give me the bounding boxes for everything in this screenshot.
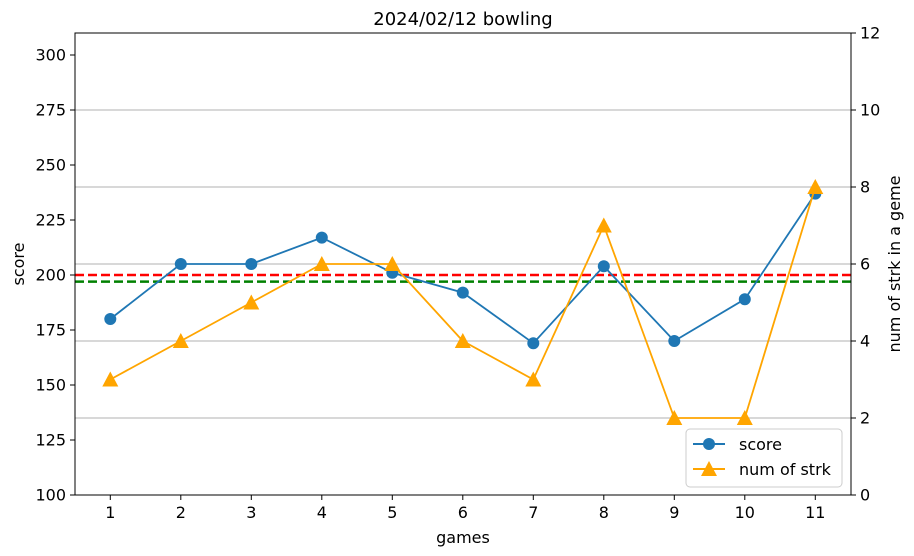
data-point-0	[245, 258, 258, 270]
data-point-1	[384, 256, 401, 271]
data-point-0	[104, 313, 117, 325]
y-tick-label: 275	[35, 101, 66, 120]
legend-score-marker	[703, 438, 715, 450]
y-axis-label: score	[9, 243, 28, 286]
x-axis-label: games	[436, 528, 490, 547]
data-point-1	[313, 256, 330, 271]
y-tick-label: 225	[35, 211, 66, 230]
data-point-1	[736, 410, 753, 425]
data-point-0	[597, 260, 610, 273]
data-point-1	[454, 333, 471, 348]
y2-tick-label: 10	[860, 101, 880, 120]
legend-score-label: score	[739, 435, 782, 454]
legend: score num of strk	[685, 428, 843, 488]
data-point-1	[595, 217, 612, 233]
x-tick-label: 6	[458, 503, 468, 522]
y2-tick-label: 12	[860, 24, 880, 43]
y-tick-label: 300	[35, 46, 66, 65]
data-point-1	[243, 294, 260, 310]
x-tick-label: 8	[599, 503, 609, 522]
data-point-1	[102, 371, 119, 387]
y-tick-label: 200	[35, 266, 66, 285]
chart-title: 2024/02/12 bowling	[373, 9, 552, 30]
y-tick-label: 100	[35, 486, 66, 505]
y-tick-label: 175	[35, 321, 66, 340]
x-tick-label: 9	[669, 503, 679, 522]
y2-tick-label: 2	[860, 409, 870, 428]
data-point-0	[527, 337, 540, 350]
y2-tick-label: 0	[860, 486, 870, 505]
x-tick-label: 10	[735, 503, 755, 522]
x-tick-label: 11	[805, 503, 825, 522]
x-tick-label: 2	[176, 503, 186, 522]
y2-axis-label: num of strk in a geme	[885, 176, 904, 353]
data-point-0	[738, 293, 751, 306]
x-tick-label: 3	[246, 503, 256, 522]
x-tick-label: 7	[528, 503, 538, 522]
legend-strk-label: num of strk	[739, 460, 832, 479]
x-tick-label: 4	[317, 503, 327, 522]
data-point-0	[315, 231, 328, 244]
y-tick-label: 250	[35, 156, 66, 175]
y-tick-label: 150	[35, 376, 66, 395]
data-point-1	[666, 410, 683, 425]
y2-tick-label: 6	[860, 255, 870, 274]
x-tick-label: 1	[105, 503, 115, 522]
x-tick-label: 5	[387, 503, 397, 522]
data-point-1	[172, 333, 189, 348]
data-point-1	[807, 179, 824, 194]
y2-tick-label: 8	[860, 178, 870, 197]
series-layer	[102, 179, 824, 425]
data-point-0	[174, 258, 187, 270]
y-tick-label: 125	[35, 431, 66, 450]
data-point-0	[668, 335, 681, 347]
y2-tick-label: 4	[860, 332, 870, 351]
data-point-1	[525, 371, 542, 387]
data-point-0	[456, 286, 469, 299]
legend-strk-marker	[701, 461, 717, 476]
